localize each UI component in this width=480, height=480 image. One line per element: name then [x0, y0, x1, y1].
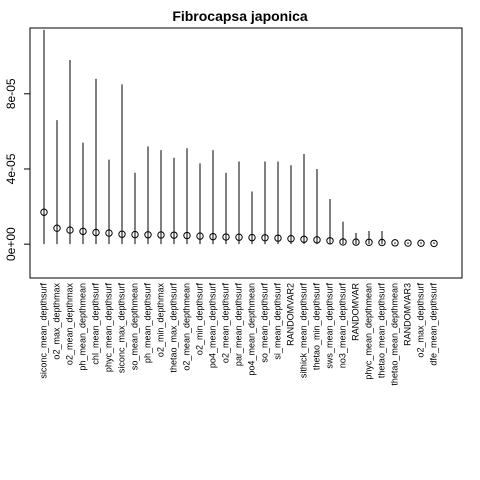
data-point	[339, 238, 347, 246]
data-point	[183, 231, 191, 240]
data-point	[157, 231, 165, 239]
x-tick-label: phyc_mean_depthmean	[363, 283, 373, 380]
x-tick-label: thetao_mean_depthsurf	[376, 283, 386, 379]
x-tick-label: o2_max_depthsurf	[415, 283, 425, 358]
data-point	[430, 239, 438, 248]
x-tick-label: so_mean_depthmean	[129, 283, 139, 370]
data-point	[274, 234, 282, 242]
x-tick-label: o2_mean_depthmax	[64, 283, 74, 366]
data-point	[53, 224, 61, 232]
x-tick-label: ph_mean_depthmean	[77, 283, 87, 371]
x-tick-label: sithick_mean_depthsurf	[298, 283, 308, 379]
y-axis: 0e+00 4e-05 8e-05	[4, 78, 31, 261]
data-point	[40, 208, 48, 216]
x-tick-label: o2_min_depthmax	[155, 283, 165, 358]
data-point	[79, 227, 87, 236]
x-tick-label: no3_mean_depthsurf	[337, 283, 347, 369]
data-point	[131, 230, 139, 239]
x-tick-label: o2_mean_depthsurf	[220, 283, 230, 364]
data-point	[365, 238, 373, 246]
data-point	[313, 236, 321, 244]
x-tick-label: thetao_mean_depthmean	[389, 283, 399, 386]
x-tick-label: siconc_max_depthsurf	[116, 283, 126, 374]
data-point	[209, 232, 217, 241]
x-tick-label: si_mean_depthsurf	[272, 283, 282, 360]
range-lines	[43, 29, 435, 245]
x-tick-label: thetao_min_depthsurf	[311, 283, 321, 371]
x-tick-label: ph_mean_depthsurf	[142, 283, 152, 364]
data-point	[417, 239, 425, 247]
y-tick-label: 0e+00	[4, 227, 18, 261]
x-tick-label: po4_mean_depthsurf	[207, 283, 217, 369]
x-tick-label: RANDOMVAR2	[285, 283, 295, 346]
y-tick-label: 8e-05	[4, 78, 18, 109]
x-tick-label: po4_mean_depthmean	[246, 283, 256, 376]
data-point	[326, 237, 334, 245]
x-tick-label: thetao_max_depthsurf	[168, 283, 178, 373]
data-point	[261, 234, 269, 242]
data-point	[66, 226, 74, 234]
data-point	[300, 235, 308, 243]
data-point	[118, 230, 126, 238]
data-point	[92, 228, 100, 237]
data-point	[378, 238, 386, 247]
x-tick-label: o2_mean_depthmean	[181, 283, 191, 371]
x-tick-label: chl_mean_depthsurf	[90, 283, 100, 365]
data-point	[287, 235, 295, 243]
data-point	[222, 233, 230, 241]
x-tick-labels: siconc_mean_depthsurf o2_max_depthmax o2_m…	[38, 283, 438, 386]
x-tick-label: par_mean_depthsurf	[233, 283, 243, 367]
data-point	[248, 233, 256, 242]
x-tick-label: RANDOMVAR	[350, 283, 360, 341]
chart-title: Fibrocapsa japonica	[172, 8, 308, 24]
data-point	[105, 229, 113, 237]
x-tick-label: sws_mean_depthsurf	[324, 283, 334, 369]
x-tick-label: o2_min_depthsurf	[194, 283, 204, 356]
data-point	[235, 233, 243, 241]
data-point	[404, 239, 412, 247]
x-tick-label: o2_max_depthmax	[51, 283, 61, 360]
data-points	[40, 208, 438, 248]
data-point	[352, 238, 360, 246]
data-point	[144, 231, 152, 239]
x-tick-label: RANDOMVAR3	[402, 283, 412, 346]
x-tick-label: dfe_mean_depthsurf	[428, 283, 438, 366]
data-point	[391, 239, 399, 247]
x-tick-label: phyc_mean_depthsurf	[103, 283, 113, 373]
x-tick-label: siconc_mean_depthsurf	[38, 283, 48, 379]
data-point	[196, 232, 204, 240]
y-tick-label: 4e-05	[4, 153, 18, 184]
x-tick-label: so_mean_depthsurf	[259, 283, 269, 363]
data-point	[170, 231, 178, 239]
